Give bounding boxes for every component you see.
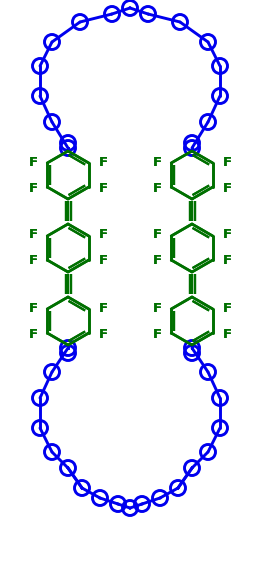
Text: F: F <box>152 302 161 314</box>
Text: F: F <box>223 155 232 169</box>
Text: F: F <box>223 155 232 169</box>
Text: F: F <box>28 182 37 194</box>
Text: F: F <box>99 229 108 241</box>
Text: F: F <box>28 328 37 340</box>
Text: F: F <box>152 255 161 267</box>
Text: F: F <box>223 229 232 241</box>
Text: F: F <box>223 255 232 267</box>
Text: F: F <box>152 229 161 241</box>
Text: F: F <box>99 155 108 169</box>
Text: F: F <box>28 155 37 169</box>
Text: F: F <box>99 229 108 241</box>
Text: F: F <box>223 255 232 267</box>
Text: F: F <box>99 255 108 267</box>
Text: F: F <box>152 328 161 340</box>
Text: F: F <box>152 229 161 241</box>
Text: F: F <box>99 182 108 194</box>
Text: F: F <box>28 255 37 267</box>
Text: F: F <box>28 182 37 194</box>
Text: F: F <box>99 302 108 314</box>
Text: F: F <box>28 229 37 241</box>
Text: F: F <box>99 255 108 267</box>
Text: F: F <box>152 155 161 169</box>
Text: F: F <box>152 155 161 169</box>
Text: F: F <box>223 302 232 314</box>
Text: F: F <box>28 302 37 314</box>
Text: F: F <box>152 328 161 340</box>
Text: F: F <box>28 155 37 169</box>
Text: F: F <box>223 328 232 340</box>
Text: F: F <box>99 182 108 194</box>
Text: F: F <box>223 182 232 194</box>
Text: F: F <box>223 302 232 314</box>
Text: F: F <box>152 182 161 194</box>
Text: F: F <box>99 302 108 314</box>
Text: F: F <box>99 328 108 340</box>
Text: F: F <box>28 255 37 267</box>
Text: F: F <box>152 302 161 314</box>
Text: F: F <box>223 182 232 194</box>
Text: F: F <box>152 255 161 267</box>
Text: F: F <box>223 229 232 241</box>
Text: F: F <box>28 328 37 340</box>
Text: F: F <box>223 328 232 340</box>
Text: F: F <box>99 328 108 340</box>
Text: F: F <box>28 229 37 241</box>
Text: F: F <box>28 302 37 314</box>
Text: F: F <box>99 155 108 169</box>
Text: F: F <box>152 182 161 194</box>
